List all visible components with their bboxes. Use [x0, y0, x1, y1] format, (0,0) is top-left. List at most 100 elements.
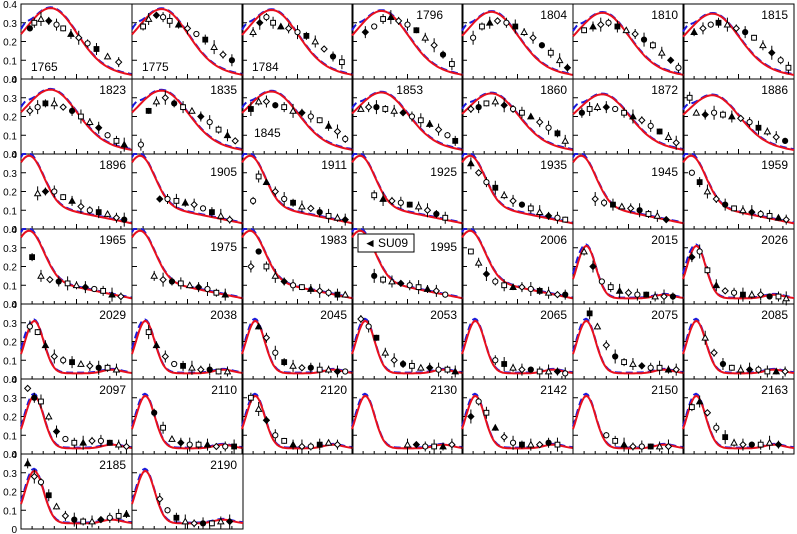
data-point [181, 198, 190, 206]
blue-fit-curve [682, 317, 795, 374]
data-point [722, 201, 729, 208]
y-tick-label: 0 [11, 150, 17, 161]
blue-fit-curve [351, 90, 464, 151]
y-tick-label: 0.4 [3, 450, 17, 461]
data-point [775, 293, 782, 300]
data-point [444, 366, 451, 373]
data-point [448, 440, 456, 449]
data-point [342, 368, 349, 375]
data-point [722, 434, 729, 441]
data-point [23, 384, 32, 393]
data-point [164, 195, 171, 203]
data-point [188, 106, 196, 114]
data-point [277, 22, 285, 30]
energy-label: 1886 [761, 83, 788, 97]
data-point [284, 24, 293, 33]
red-fit-curve [351, 9, 464, 76]
data-point [160, 424, 166, 431]
data-point [518, 365, 526, 374]
data-point [219, 50, 227, 59]
red-fit-curve [572, 394, 685, 450]
data-point [782, 294, 791, 302]
blue-fit-curve [461, 317, 574, 374]
data-point [106, 514, 113, 521]
data-point [307, 443, 314, 450]
data-point [51, 188, 58, 195]
data-point [563, 64, 572, 72]
data-point [81, 283, 90, 291]
data-point [774, 440, 783, 449]
data-point [225, 517, 234, 526]
data-point [713, 424, 720, 431]
data-point [62, 435, 69, 443]
data-point [195, 441, 202, 448]
data-point [638, 362, 646, 370]
energy-label: 1823 [99, 83, 126, 97]
data-point [91, 285, 98, 293]
data-point [536, 287, 543, 294]
data-point [701, 333, 710, 341]
data-point [61, 512, 70, 520]
data-point [703, 187, 712, 195]
data-point [50, 352, 59, 361]
energy-label: 1765 [31, 60, 58, 74]
data-point [686, 94, 693, 101]
panel-1845: 1845 [241, 78, 354, 155]
data-point [80, 518, 87, 525]
data-point [316, 441, 323, 448]
data-point [216, 211, 225, 219]
data-point [781, 367, 789, 376]
data-point [316, 209, 323, 216]
y-tick-label: 0.2 [3, 113, 17, 124]
red-fit-curve [682, 319, 795, 375]
data-point [730, 289, 738, 296]
panel-1872: 1872 [572, 78, 685, 155]
data-point [562, 370, 569, 377]
data-point [545, 124, 552, 131]
data-point [249, 28, 257, 36]
panel-1810: 1810 [572, 3, 685, 80]
y-tick-label: 0.4 [3, 300, 17, 311]
data-point [272, 432, 279, 439]
data-point [177, 439, 185, 447]
data-point [409, 362, 415, 369]
data-point [341, 290, 350, 298]
data-point [281, 104, 288, 111]
blue-fit-curve [461, 91, 574, 151]
data-point [475, 104, 482, 111]
data-point [371, 192, 378, 199]
data-point [696, 248, 703, 255]
data-point [60, 194, 67, 201]
data-point [501, 282, 508, 289]
energy-label: 2038 [210, 308, 237, 322]
panel-2120: 2120 [241, 378, 354, 455]
data-point [467, 412, 475, 421]
data-point [774, 213, 783, 221]
data-point [656, 364, 663, 371]
data-point [271, 271, 280, 279]
energy-label: 1796 [416, 8, 443, 22]
red-fit-curve [131, 89, 244, 151]
panel-2029: 0 0.1 0.2 0.3 0.4 2029 [3, 300, 133, 386]
data-point [281, 195, 288, 203]
data-point [247, 262, 255, 271]
data-point [605, 19, 612, 26]
data-point [122, 509, 131, 517]
blue-fit-curve [572, 317, 685, 374]
data-point [30, 472, 39, 481]
data-point [341, 215, 349, 224]
energy-label: 2163 [761, 383, 788, 397]
data-point [710, 109, 718, 116]
data-point [664, 133, 673, 141]
data-point [174, 20, 183, 28]
data-point [202, 36, 209, 43]
data-point [421, 33, 430, 41]
data-point [223, 131, 232, 139]
data-point [485, 18, 494, 26]
data-point [745, 365, 754, 374]
data-point [645, 211, 652, 217]
panel-1835: 1835 [131, 78, 244, 155]
data-point [31, 19, 38, 26]
data-point [228, 57, 235, 64]
data-point [640, 36, 648, 43]
